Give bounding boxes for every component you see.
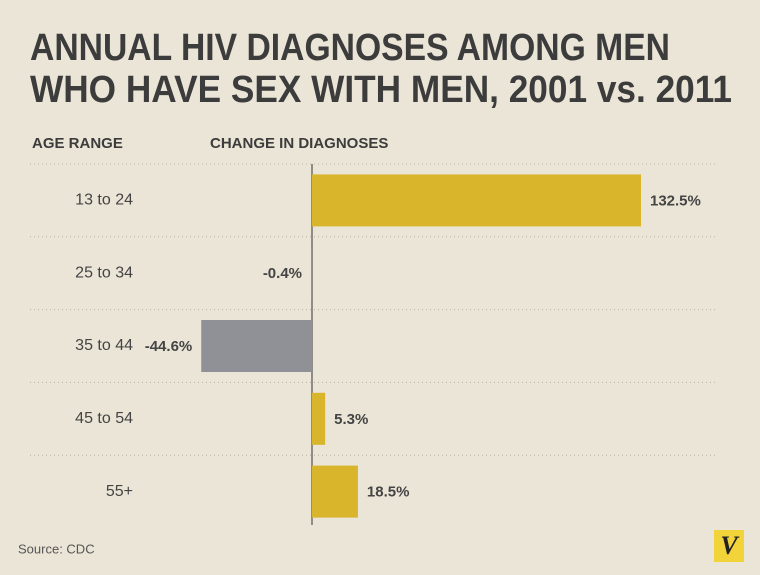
source: Source: CDC bbox=[18, 541, 95, 556]
bar bbox=[201, 320, 312, 372]
logo: V bbox=[720, 531, 740, 560]
value-label: -44.6% bbox=[145, 338, 193, 355]
bar bbox=[311, 247, 313, 300]
column-header: CHANGE IN DIAGNOSES bbox=[210, 135, 388, 152]
category-label: 45 to 54 bbox=[75, 410, 133, 427]
chart-title: ANNUAL HIV DIAGNOSES AMONG MEN bbox=[30, 27, 670, 69]
value-label: 18.5% bbox=[367, 484, 410, 501]
logo-box bbox=[714, 530, 744, 562]
value-label: 5.3% bbox=[334, 411, 368, 428]
category-label: 25 to 34 bbox=[75, 264, 133, 281]
chart-title: WHO HAVE SEX WITH MEN, 2001 vs. 2011 bbox=[30, 69, 732, 111]
value-label: 132.5% bbox=[650, 192, 701, 209]
bar bbox=[312, 465, 358, 518]
category-label: 13 to 24 bbox=[75, 192, 133, 209]
category-label: 55+ bbox=[106, 483, 133, 500]
bar bbox=[312, 174, 641, 227]
bar bbox=[312, 392, 326, 445]
column-header: AGE RANGE bbox=[32, 135, 123, 152]
value-label: -0.4% bbox=[263, 265, 302, 282]
category-label: 35 to 44 bbox=[75, 337, 133, 354]
